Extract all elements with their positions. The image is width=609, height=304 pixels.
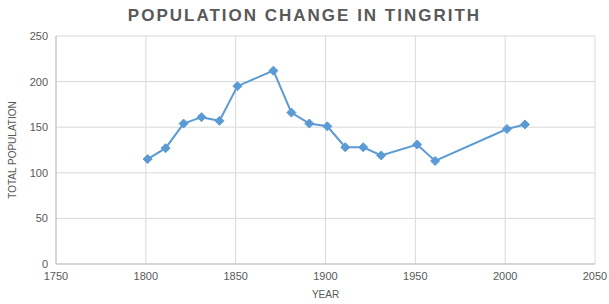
- svg-text:TOTAL POPULATION: TOTAL POPULATION: [8, 101, 18, 198]
- svg-text:1900: 1900: [313, 270, 337, 282]
- svg-text:1800: 1800: [134, 270, 158, 282]
- svg-text:0: 0: [42, 258, 48, 270]
- svg-text:YEAR: YEAR: [312, 289, 339, 300]
- svg-text:150: 150: [30, 121, 48, 133]
- svg-text:50: 50: [36, 212, 48, 224]
- svg-text:2050: 2050: [583, 270, 601, 282]
- svg-text:250: 250: [30, 30, 48, 42]
- html-text:POPULATION CHANGE IN TINGRITH: POPULATION CHANGE IN TINGRITH: [127, 6, 482, 25]
- svg-text:1950: 1950: [403, 270, 427, 282]
- svg-text:200: 200: [30, 76, 48, 88]
- svg-text:1850: 1850: [223, 270, 247, 282]
- svg-text:1750: 1750: [44, 270, 68, 282]
- svg-text:100: 100: [30, 167, 48, 179]
- svg-text:2000: 2000: [493, 270, 517, 282]
